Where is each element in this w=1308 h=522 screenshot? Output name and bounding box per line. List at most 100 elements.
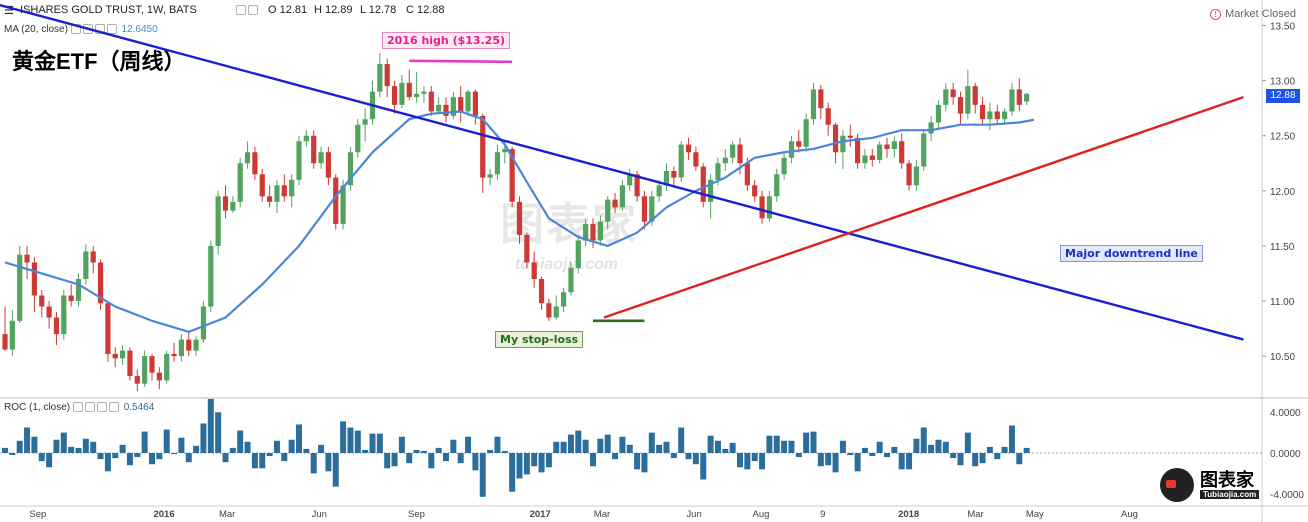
annotation-downtrend[interactable]: Major downtrend line: [1060, 245, 1203, 262]
roc-bar: [207, 398, 214, 453]
candle-body: [972, 86, 978, 105]
roc-bar: [935, 439, 942, 453]
last-price-tag: 12.88: [1266, 89, 1300, 103]
time-tick-label: Mar: [219, 509, 235, 520]
roc-bar: [501, 450, 508, 453]
settings-icon[interactable]: [84, 402, 95, 413]
annotation-stop-loss[interactable]: My stop-loss: [495, 331, 584, 348]
roc-bar: [112, 453, 119, 459]
candle-body: [906, 163, 912, 186]
candle-body: [494, 152, 501, 175]
candle-body: [244, 152, 251, 164]
candle-body: [252, 152, 258, 175]
candle-body: [83, 251, 89, 279]
logo-url: Tubiaojia.com: [1200, 490, 1260, 499]
roc-bar: [634, 453, 641, 470]
candle-body: [215, 196, 221, 246]
candle-body: [428, 91, 434, 112]
roc-bar: [487, 449, 494, 453]
roc-bar: [97, 453, 104, 460]
candle-body: [414, 93, 420, 98]
candle-body: [855, 137, 861, 164]
roc-value: 0.5464: [123, 402, 155, 413]
roc-bar: [68, 446, 75, 453]
close-icon[interactable]: [94, 24, 105, 35]
header-controls: [236, 4, 260, 16]
roc-bar: [141, 431, 148, 453]
candle-body: [965, 86, 971, 114]
ohlc-low: L 12.78: [360, 4, 397, 16]
symbol-label[interactable]: ISHARES GOLD TRUST, 1W, BATS: [20, 4, 197, 16]
eye-icon[interactable]: [72, 402, 83, 413]
candle-body: [46, 306, 52, 318]
roc-bar: [420, 450, 427, 453]
candle-body: [678, 144, 684, 178]
roc-bar: [751, 453, 758, 462]
roc-bar: [729, 442, 736, 453]
roc-bar: [428, 453, 435, 469]
more-icon[interactable]: [106, 24, 117, 35]
candle-body: [693, 152, 699, 167]
candle-body: [39, 295, 45, 307]
price-tick-label: 12.00: [1270, 187, 1295, 198]
ma-value: 12.6450: [121, 24, 158, 35]
roc-bar: [178, 437, 185, 453]
candle-body: [994, 111, 1000, 120]
candle-body: [553, 306, 559, 318]
candle-body: [502, 148, 508, 153]
roc-bar: [795, 453, 802, 458]
roc-bar: [788, 440, 795, 453]
candle-body: [311, 135, 317, 164]
candle-body: [708, 179, 714, 202]
roc-bar: [972, 453, 979, 467]
time-tick-label: 9: [820, 509, 825, 520]
candle-body: [178, 339, 184, 357]
roc-bar: [678, 427, 685, 453]
high-line: [409, 59, 513, 64]
ma-legend[interactable]: MA (20, close) 12.6450: [4, 24, 158, 35]
roc-bar: [906, 453, 913, 470]
ohlc-high: H 12.89: [314, 4, 353, 16]
close-icon[interactable]: [96, 402, 107, 413]
candle-body: [289, 179, 295, 197]
candle-body: [156, 372, 162, 381]
roc-bar: [604, 434, 611, 453]
candle-body: [803, 119, 809, 147]
candle-body: [61, 295, 67, 335]
roc-bar: [744, 453, 751, 470]
roc-bar: [149, 453, 155, 465]
time-tick-label: Aug: [1121, 509, 1138, 520]
roc-bar: [340, 421, 347, 453]
roc-bar: [832, 453, 839, 473]
candle-body: [715, 163, 721, 180]
roc-bar: [700, 453, 707, 480]
roc-bar: [31, 436, 38, 453]
candle-body: [891, 141, 897, 149]
candle-body: [237, 163, 243, 202]
eye-icon[interactable]: [236, 5, 246, 16]
candle-body: [259, 174, 265, 197]
candles: [2, 53, 1030, 392]
time-tick-label: 2018: [898, 509, 919, 520]
price-tick-label: 13.00: [1270, 77, 1295, 88]
roc-tick-label: -4.0000: [1270, 490, 1304, 501]
roc-bar: [942, 441, 949, 453]
roc-bar: [38, 453, 45, 462]
settings-icon[interactable]: [248, 5, 258, 16]
candle-body: [605, 199, 611, 222]
roc-legend[interactable]: ROC (1, close) 0.5464: [4, 402, 154, 413]
watermark-url: tubiaojia.com: [515, 256, 619, 273]
candle-body: [186, 339, 192, 351]
roc-bar: [244, 441, 251, 453]
roc-bar: [523, 453, 530, 475]
more-icon[interactable]: [108, 402, 119, 413]
annotation-2016-high[interactable]: 2016 high ($13.25): [382, 32, 511, 49]
candle-body: [987, 111, 993, 120]
candle-body: [796, 141, 802, 147]
roc-bar: [656, 444, 663, 453]
roc-bar: [810, 431, 817, 453]
roc-bar: [979, 453, 986, 464]
roc-bar: [759, 453, 766, 470]
menu-icon[interactable]: ☰: [4, 5, 14, 17]
